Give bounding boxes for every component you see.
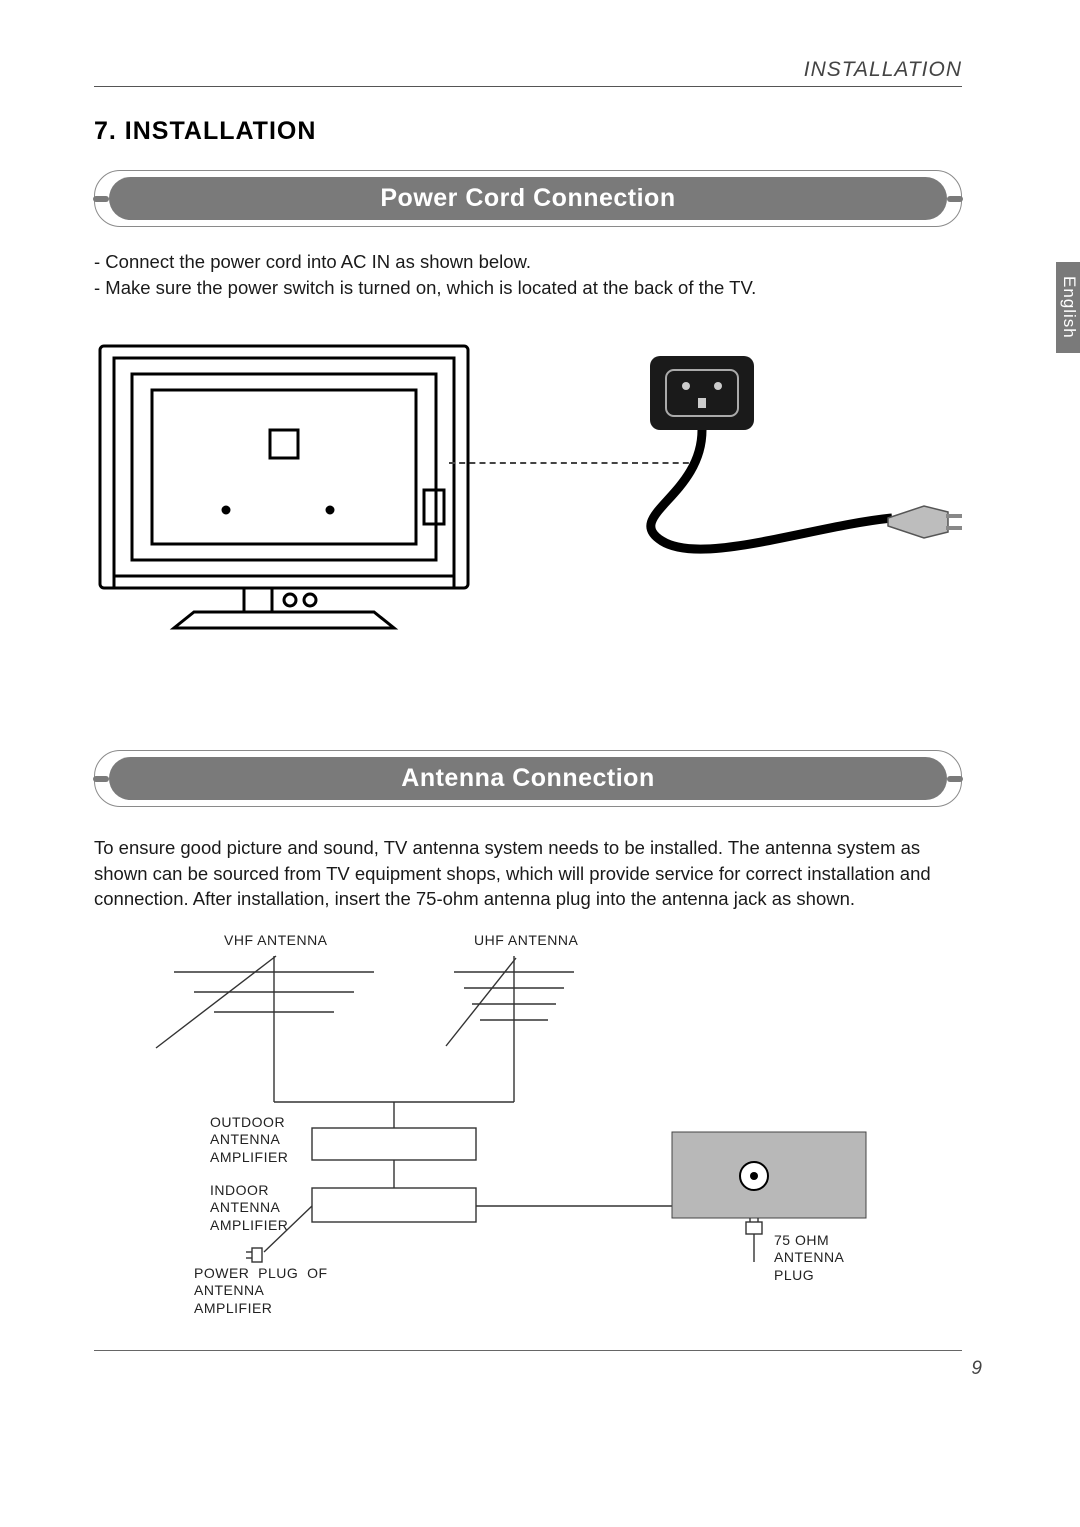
section-heading: Power Cord Connection bbox=[109, 177, 947, 220]
section-heading-box: Antenna Connection bbox=[94, 750, 962, 807]
antenna-diagram: VHF ANTENNA UHF ANTENNA OUTDOORANTENNAAM… bbox=[94, 932, 962, 1352]
running-header: INSTALLATION bbox=[94, 58, 962, 87]
section-heading: Antenna Connection bbox=[109, 757, 947, 800]
body-line: To ensure good picture and sound, TV ant… bbox=[94, 835, 962, 912]
section-body: - Connect the power cord into AC IN as s… bbox=[94, 249, 962, 300]
power-cord-illustration bbox=[632, 346, 962, 586]
body-line: - Make sure the power switch is turned o… bbox=[94, 275, 962, 301]
power-cord-diagram bbox=[94, 340, 962, 680]
page-content: INSTALLATION 7. INSTALLATION Power Cord … bbox=[94, 58, 962, 1352]
section-heading-box: Power Cord Connection bbox=[94, 170, 962, 227]
page-number: 9 bbox=[971, 1358, 982, 1380]
antenna-wiring-svg bbox=[94, 932, 954, 1332]
footer-rule bbox=[94, 1350, 962, 1351]
language-tab: English bbox=[1056, 262, 1080, 353]
tv-back-illustration bbox=[94, 340, 474, 630]
page-title: 7. INSTALLATION bbox=[94, 117, 962, 146]
body-line: - Connect the power cord into AC IN as s… bbox=[94, 249, 962, 275]
section-body: To ensure good picture and sound, TV ant… bbox=[94, 835, 962, 912]
